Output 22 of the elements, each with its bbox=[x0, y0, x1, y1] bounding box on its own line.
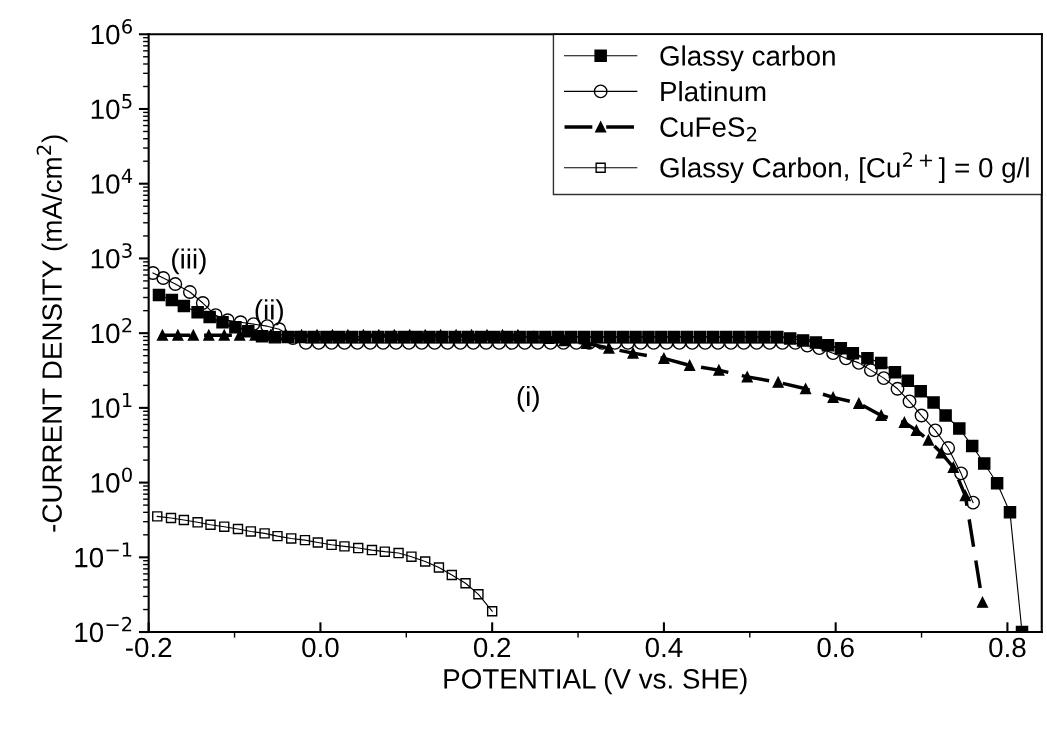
y-tick-label: 10$^{2}$ bbox=[91, 317, 132, 344]
x-axis-title: POTENTIAL (V vs. SHE) bbox=[444, 668, 747, 695]
x-tick-label: 0.2 bbox=[473, 637, 511, 658]
y-tick-label: 10$^{−1}$ bbox=[75, 542, 132, 568]
y-tick-label: 10$^{6}$ bbox=[91, 19, 132, 45]
x-tick-label: 0.6 bbox=[817, 637, 854, 658]
y-tick-label: 10$^{1}$ bbox=[91, 392, 132, 419]
y-tick-label: 10$^{5}$ bbox=[91, 94, 132, 120]
y-axis-title: -CURRENT DENSITY (mA/cm$^{2}$) bbox=[36, 135, 68, 532]
y-tick-label: 10$^{0}$ bbox=[91, 467, 132, 493]
x-tick-label: 0.4 bbox=[645, 637, 683, 658]
annotation: (i) bbox=[517, 385, 539, 412]
y-tick-label: 10$^{3}$ bbox=[91, 243, 132, 269]
annotation: (ii) bbox=[255, 299, 283, 326]
annotation: (iii) bbox=[172, 248, 206, 275]
y-tick-label: 10$^{4}$ bbox=[91, 168, 133, 194]
legend-label: Glassy Carbon, [Cu$^{2+}$] = 0 g/l bbox=[660, 152, 1029, 184]
x-tick-label: 0.8 bbox=[989, 637, 1026, 658]
x-tick-label: 0.0 bbox=[302, 637, 339, 658]
legend-label: CuFeS$_{2}$ bbox=[660, 117, 757, 142]
legend-label: Platinum bbox=[661, 80, 766, 102]
legend-label: Glassy carbon bbox=[660, 45, 835, 72]
